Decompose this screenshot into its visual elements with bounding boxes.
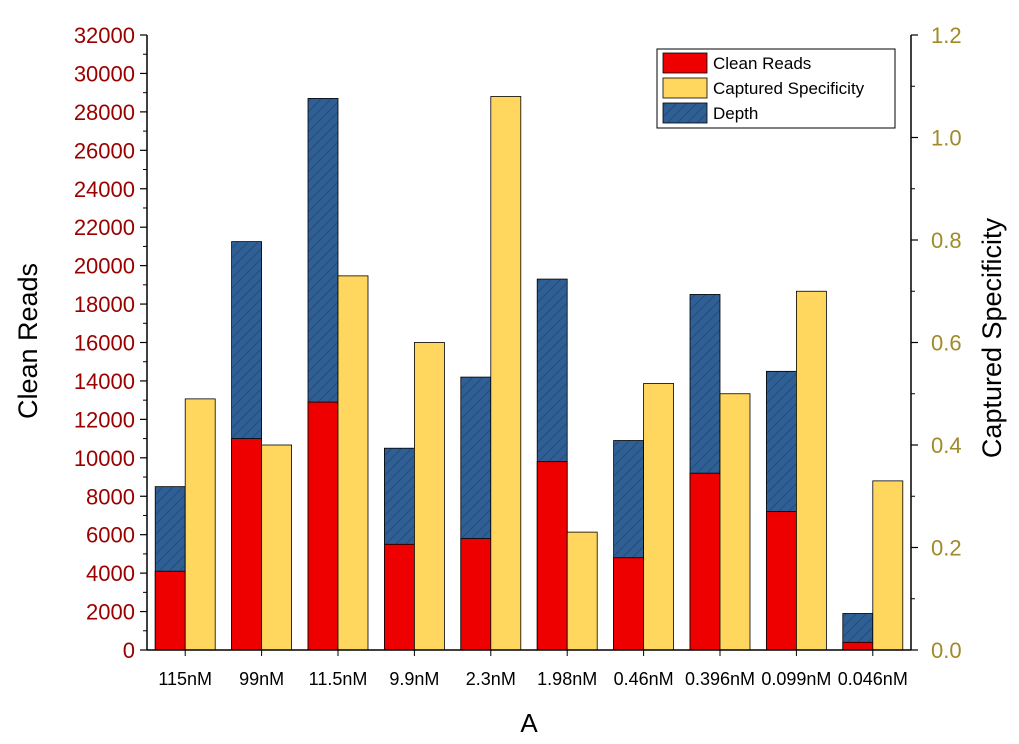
y-tick-label: 8000 xyxy=(86,484,135,509)
x-tick-label: 0.46nM xyxy=(614,669,674,689)
y2-tick-label: 0.6 xyxy=(931,331,962,356)
bar-clean-reads xyxy=(613,557,644,651)
x-tick-label: 0.099nM xyxy=(761,669,831,689)
y2-tick-label: 0.0 xyxy=(931,638,962,663)
axes-group: 115nM 99nM 11.5nM 9.9nM 2.3nM 1.98nM 0.46nM 0.3… xyxy=(74,23,962,689)
y-tick-label: 32000 xyxy=(74,23,135,48)
bar-clean-reads xyxy=(766,511,797,651)
y-tick-label: 22000 xyxy=(74,215,135,240)
y-tick-label: 28000 xyxy=(74,100,135,125)
y2-tick-label: 0.8 xyxy=(931,228,962,253)
legend: Clean Reads Captured Specificity Depth xyxy=(656,48,896,129)
y2-tick-label: 1.2 xyxy=(931,23,962,48)
x-tick-label: 11.5nM xyxy=(309,669,368,689)
bar-captured-specificity xyxy=(566,531,598,651)
bar-captured-specificity xyxy=(184,398,216,651)
y-tick-label: 12000 xyxy=(74,407,135,432)
y-tick-label: 20000 xyxy=(74,254,135,279)
bar-clean-reads xyxy=(383,543,415,651)
bar-clean-reads xyxy=(307,401,339,651)
y-tick-label: 2000 xyxy=(86,600,135,625)
bar-clean-reads xyxy=(154,570,186,651)
legend-label: Captured Specificity xyxy=(713,79,865,98)
x-tick-label: 0.046nM xyxy=(838,669,908,689)
bar-captured-specificity xyxy=(490,96,522,651)
y2-axis-label: Captured Specificity xyxy=(977,217,1007,458)
y-tick-label: 26000 xyxy=(74,138,135,163)
bar-clean-reads xyxy=(231,438,263,651)
y-tick-label: 18000 xyxy=(74,292,135,317)
legend-swatch xyxy=(662,102,708,124)
bar-captured-specificity xyxy=(643,383,674,651)
y-axis-label: Clean Reads xyxy=(13,263,43,419)
bar-captured-specificity xyxy=(261,444,293,651)
y2-tick-label: 0.2 xyxy=(931,536,962,561)
x-tick-label: 2.3nM xyxy=(466,669,516,689)
x-tick-label: 1.98nM xyxy=(537,669,597,689)
bar-captured-specificity xyxy=(337,275,369,651)
x-axis-label: A xyxy=(520,708,538,738)
bar-clean-reads xyxy=(460,538,492,651)
y-tick-label: 4000 xyxy=(86,561,135,586)
bar-clean-reads xyxy=(689,472,721,651)
bars-group xyxy=(154,96,904,651)
bar-captured-specificity xyxy=(872,480,904,651)
legend-label: Clean Reads xyxy=(713,54,811,73)
y-tick-label: 10000 xyxy=(74,446,135,471)
x-tick-label: 9.9nM xyxy=(389,669,439,689)
legend-label: Depth xyxy=(713,104,758,123)
x-tick-label: 115nM xyxy=(158,669,212,689)
legend-swatch xyxy=(662,77,708,99)
bar-captured-specificity xyxy=(719,393,751,651)
y-tick-label: 6000 xyxy=(86,523,135,548)
y-tick-label: 30000 xyxy=(74,61,135,86)
bar-clean-reads xyxy=(842,641,874,651)
y2-tick-label: 0.4 xyxy=(931,433,962,458)
x-tick-label: 99nM xyxy=(239,669,284,689)
x-tick-label: 0.396nM xyxy=(685,669,755,689)
y-tick-label: 16000 xyxy=(74,331,135,356)
y-tick-label: 14000 xyxy=(74,369,135,394)
legend-swatch xyxy=(662,52,708,74)
bar-clean-reads xyxy=(536,461,568,651)
bar-captured-specificity xyxy=(413,342,445,651)
y-tick-label: 24000 xyxy=(74,177,135,202)
y2-tick-label: 1.0 xyxy=(931,126,962,151)
y-tick-label: 0 xyxy=(123,638,135,663)
bar-captured-specificity xyxy=(796,290,827,651)
